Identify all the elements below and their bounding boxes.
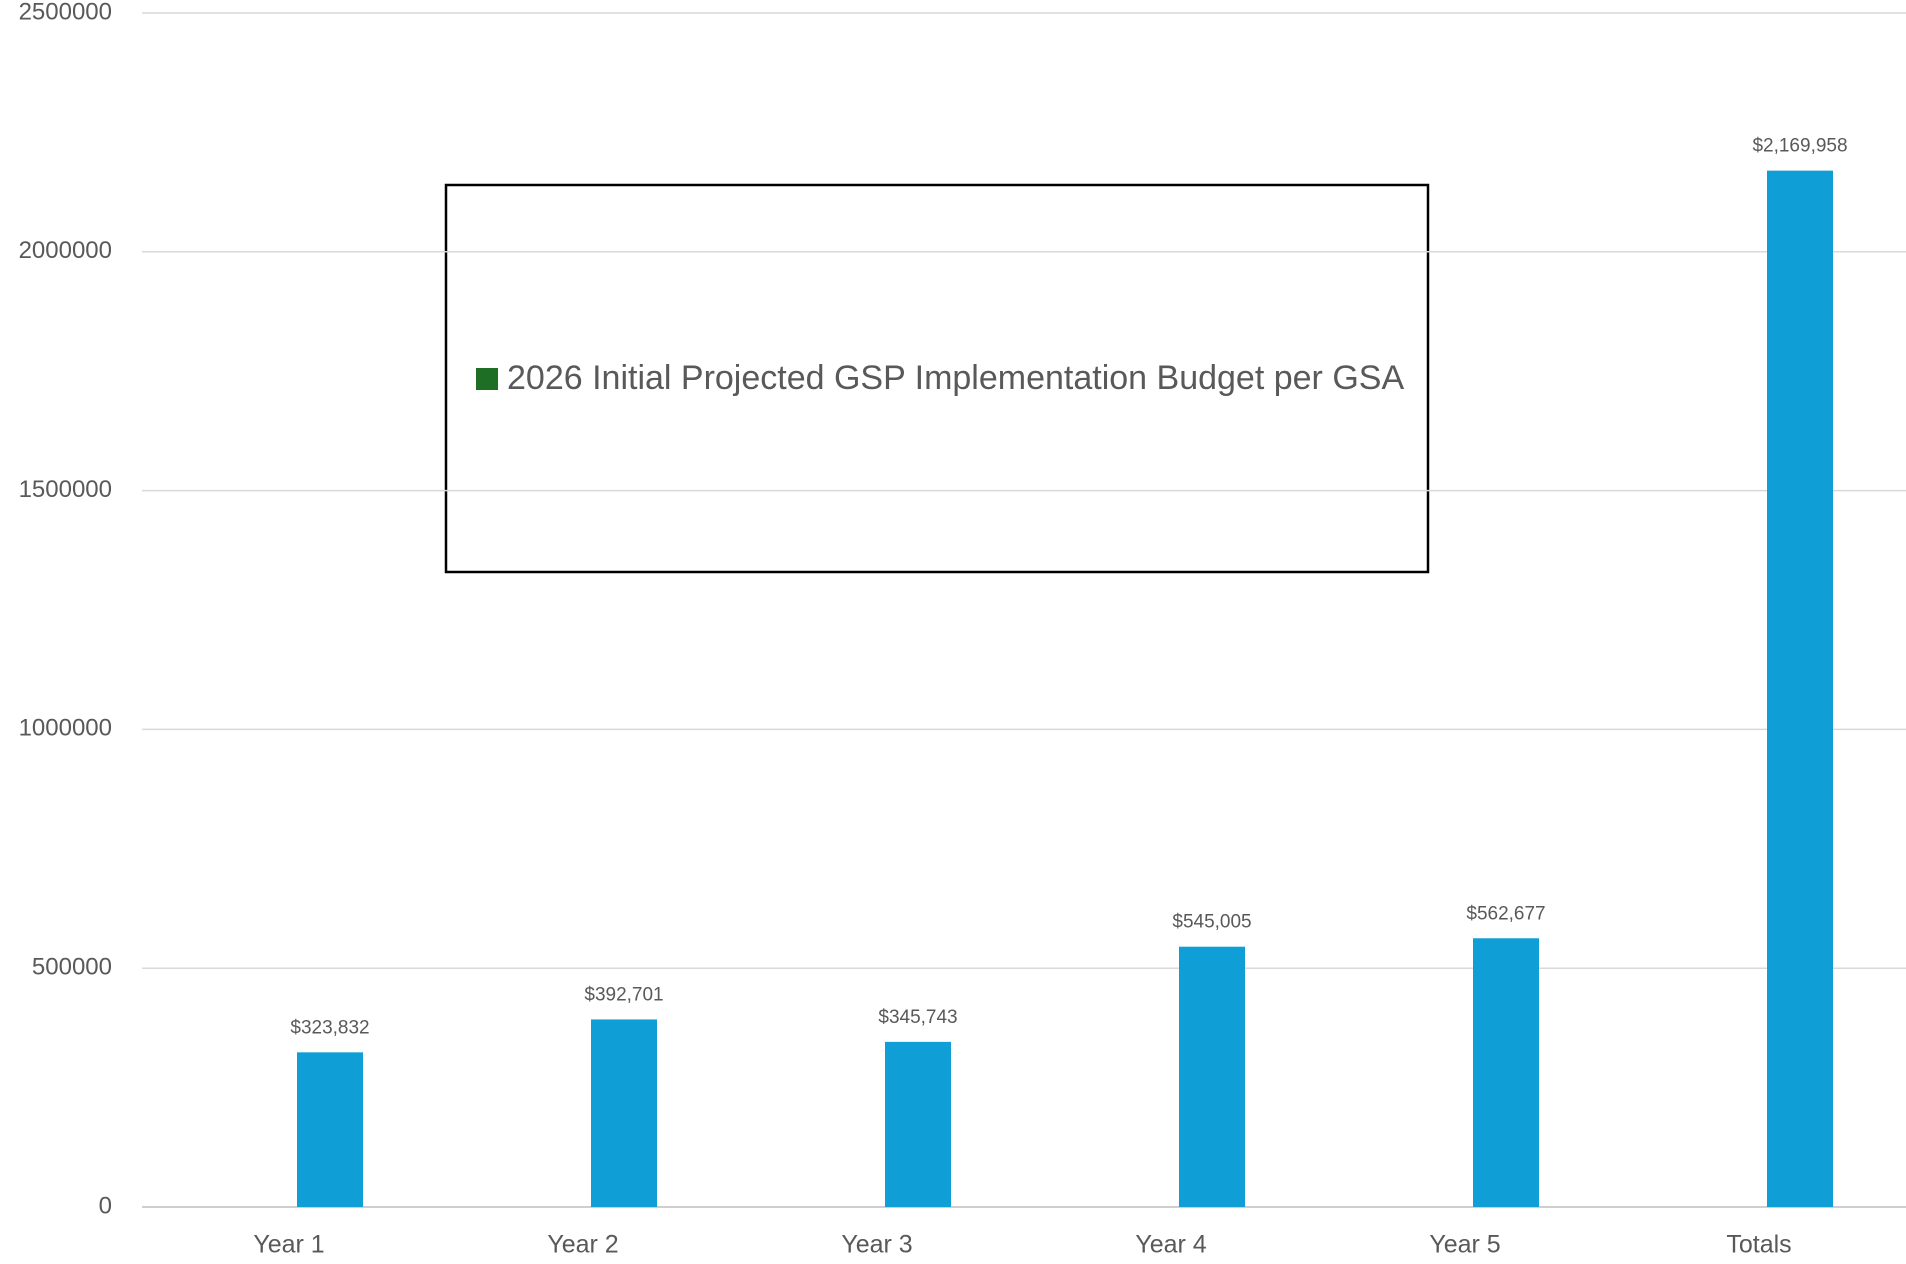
- x-tick-label: Year 2: [547, 1231, 618, 1259]
- y-tick-label: 1000000: [19, 715, 112, 742]
- value-label: $323,832: [290, 1017, 369, 1038]
- x-tick-label: Year 5: [1429, 1231, 1500, 1259]
- y-tick-label: 2500000: [19, 0, 112, 25]
- legend-label: 2026 Initial Projected GSP Implementatio…: [507, 359, 1404, 397]
- value-label: $545,005: [1172, 912, 1251, 933]
- value-label: $345,743: [878, 1007, 957, 1028]
- value-label: $392,701: [584, 984, 663, 1005]
- y-tick-label: 1500000: [19, 476, 112, 503]
- bar: [297, 1052, 363, 1207]
- x-tick-label: Year 3: [841, 1231, 912, 1259]
- x-tick-label: Totals: [1726, 1231, 1791, 1259]
- legend-box: [444, 183, 1430, 574]
- y-tick-label: 0: [99, 1192, 112, 1219]
- x-tick-label: Year 1: [253, 1231, 324, 1259]
- value-label: $2,169,958: [1752, 136, 1847, 157]
- y-tick-label: 2000000: [19, 237, 112, 264]
- legend-swatch: [476, 368, 498, 390]
- bar: [1473, 938, 1539, 1207]
- y-tick-label: 500000: [32, 954, 112, 981]
- x-tick-label: Year 4: [1135, 1231, 1206, 1259]
- bar: [1767, 170, 1833, 1207]
- value-label: $562,677: [1466, 903, 1545, 924]
- bar: [1179, 946, 1245, 1207]
- bar: [885, 1041, 951, 1207]
- bar: [591, 1019, 657, 1207]
